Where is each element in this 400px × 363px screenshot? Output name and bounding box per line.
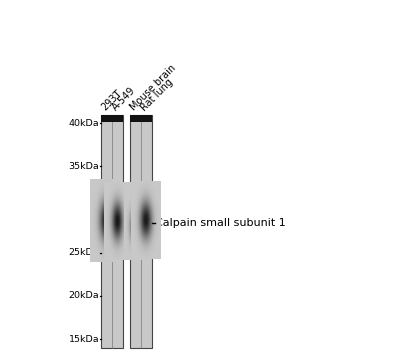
Bar xyxy=(130,115,152,122)
Text: 25kDa: 25kDa xyxy=(68,248,99,257)
Bar xyxy=(101,115,123,348)
Text: 293T: 293T xyxy=(99,89,124,113)
Text: 15kDa: 15kDa xyxy=(68,335,99,344)
Text: Calpain small subunit 1: Calpain small subunit 1 xyxy=(155,217,286,228)
Text: 40kDa: 40kDa xyxy=(68,119,99,128)
Text: Mouse brain: Mouse brain xyxy=(128,63,178,113)
Text: Rat lung: Rat lung xyxy=(139,77,175,113)
Bar xyxy=(130,115,152,348)
Text: 20kDa: 20kDa xyxy=(68,291,99,301)
Text: 35kDa: 35kDa xyxy=(68,162,99,171)
Text: A-549: A-549 xyxy=(110,86,138,113)
Bar xyxy=(101,115,123,122)
